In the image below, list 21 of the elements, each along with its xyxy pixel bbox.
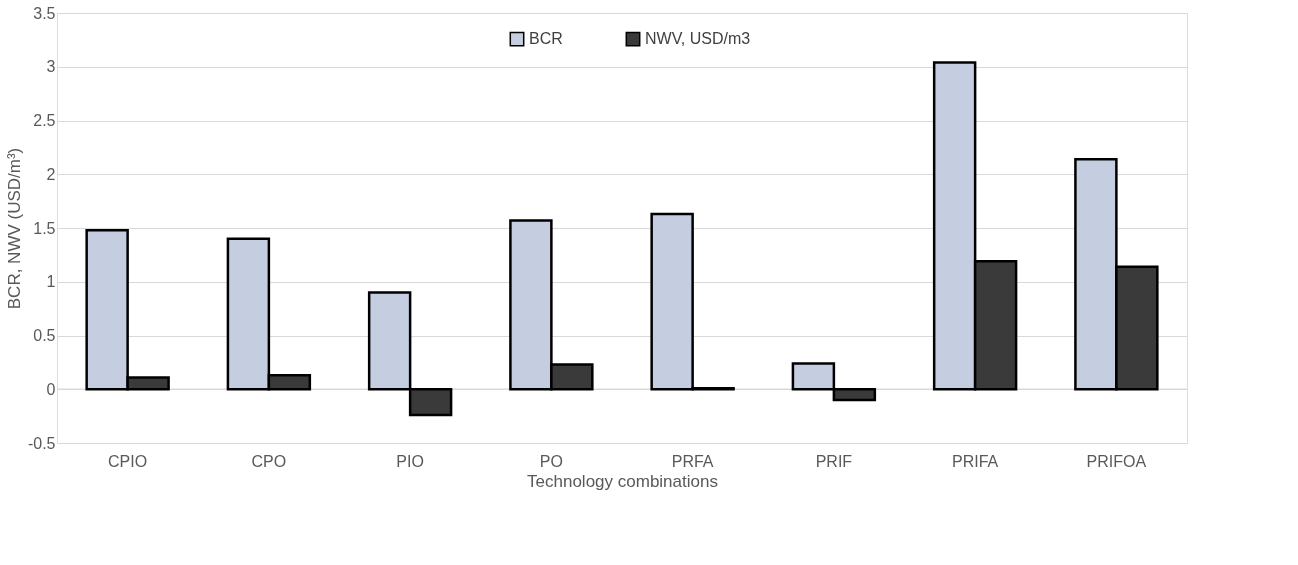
x-tick-label: PIO bbox=[396, 452, 424, 470]
y-tick-label: -0.5 bbox=[27, 434, 56, 452]
x-tick-label: PRFA bbox=[671, 452, 714, 470]
y-tick-label: 2 bbox=[46, 165, 56, 183]
x-tick-label: PRIF bbox=[815, 452, 853, 470]
y-tick-label: 2.5 bbox=[33, 112, 56, 129]
legend-label: BCR bbox=[529, 30, 563, 48]
x-tick-label: PO bbox=[539, 452, 563, 470]
y-tick-label: 0 bbox=[46, 380, 56, 398]
y-tick-label: 0.5 bbox=[33, 327, 56, 344]
x-tick-label: CPO bbox=[251, 452, 287, 470]
y-tick-label: 1 bbox=[46, 273, 56, 291]
legend-label: NWV, USD/m3 bbox=[645, 30, 751, 48]
y-axis-title: BCR, NWV (USD/m³) bbox=[4, 147, 24, 310]
x-tick-label: PRIFOA bbox=[1086, 452, 1147, 470]
x-axis-title: Technology combinations bbox=[527, 471, 718, 491]
y-tick-label: 3 bbox=[46, 58, 56, 76]
x-tick-label: PRIFA bbox=[952, 452, 999, 470]
y-tick-label: 3.5 bbox=[33, 4, 56, 22]
y-tick-label: 1.5 bbox=[33, 219, 56, 237]
x-tick-label: CPIO bbox=[108, 452, 148, 470]
